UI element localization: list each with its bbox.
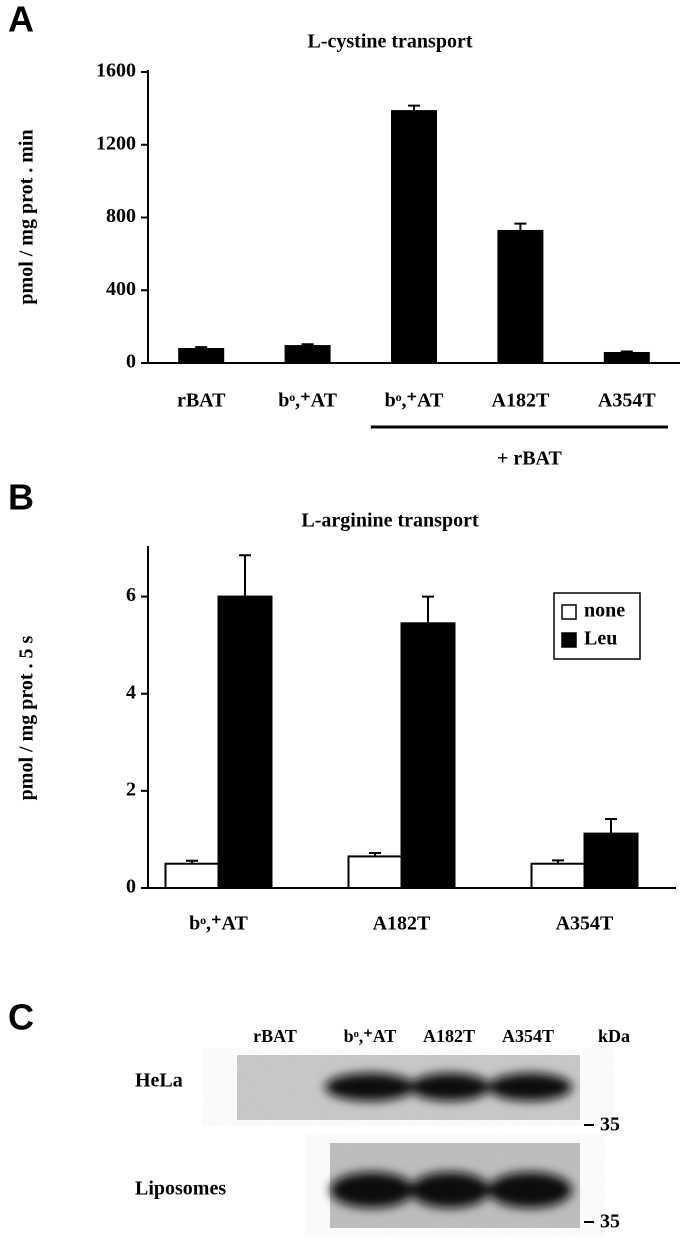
y-tick-label: 400 (106, 278, 136, 300)
legend-swatch (561, 604, 577, 620)
bar (284, 345, 331, 365)
y-tick-label: 2 (126, 778, 136, 800)
y-tick-label: 1200 (96, 132, 136, 154)
bar (164, 862, 220, 890)
panel-label: A (8, 0, 34, 40)
y-tick-label: 6 (126, 584, 136, 606)
bar (497, 229, 544, 364)
lane-label: rBAT (253, 1026, 297, 1046)
x-tick-label: bᵒ,⁺AT (385, 390, 444, 412)
row-label: Liposomes (135, 1178, 226, 1200)
error-bar (239, 554, 251, 597)
row-label: HeLa (135, 1070, 183, 1092)
bands (325, 1073, 572, 1101)
bands (330, 1172, 572, 1208)
x-tick-label: A182T (492, 390, 550, 412)
bar (217, 595, 273, 889)
legend-label: Leu (584, 628, 617, 650)
bar (530, 862, 586, 890)
error-bar (514, 222, 527, 231)
y-tick-label: 0 (126, 351, 136, 373)
marker-label: 35 (600, 1211, 620, 1233)
lane-label: A354T (502, 1026, 554, 1046)
x-tick-label: bᵒ,⁺AT (278, 390, 337, 412)
y-tick-label: 800 (106, 205, 136, 227)
chart-title: L-arginine transport (301, 510, 479, 532)
bar (603, 351, 650, 365)
y-axis-label: pmol / mg prot . min (16, 129, 38, 304)
y-tick-label: 4 (126, 681, 136, 703)
error-bar (422, 595, 434, 624)
x-tick-label: bᵒ,⁺AT (189, 913, 248, 935)
legend-box (553, 592, 641, 660)
legend-label: none (584, 600, 625, 622)
bar (400, 622, 456, 889)
error-bar (605, 818, 617, 834)
x-tick-label: A182T (373, 913, 431, 935)
bar (583, 832, 639, 889)
legend-swatch (561, 632, 577, 648)
x-tick-label: rBAT (177, 390, 226, 412)
x-tick-label: A354T (598, 390, 656, 412)
bar (347, 855, 403, 890)
panel-label: B (8, 477, 34, 518)
y-tick-label: 1600 (96, 60, 136, 82)
y-axis-label: pmol / mg prot . 5 s (16, 635, 38, 800)
x-tick-label: A354T (556, 913, 614, 935)
lane-label: bᵒ,⁺AT (344, 1026, 397, 1046)
panel-label: C (8, 997, 34, 1038)
bar (178, 347, 225, 365)
marker-label: 35 (600, 1114, 620, 1136)
bar (391, 110, 437, 365)
y-tick-label: 0 (126, 876, 136, 898)
annotation: + rBAT (497, 448, 563, 470)
unit-label: kDa (598, 1026, 630, 1046)
chart-title: L-cystine transport (308, 31, 473, 53)
lane-label: A182T (423, 1026, 475, 1046)
